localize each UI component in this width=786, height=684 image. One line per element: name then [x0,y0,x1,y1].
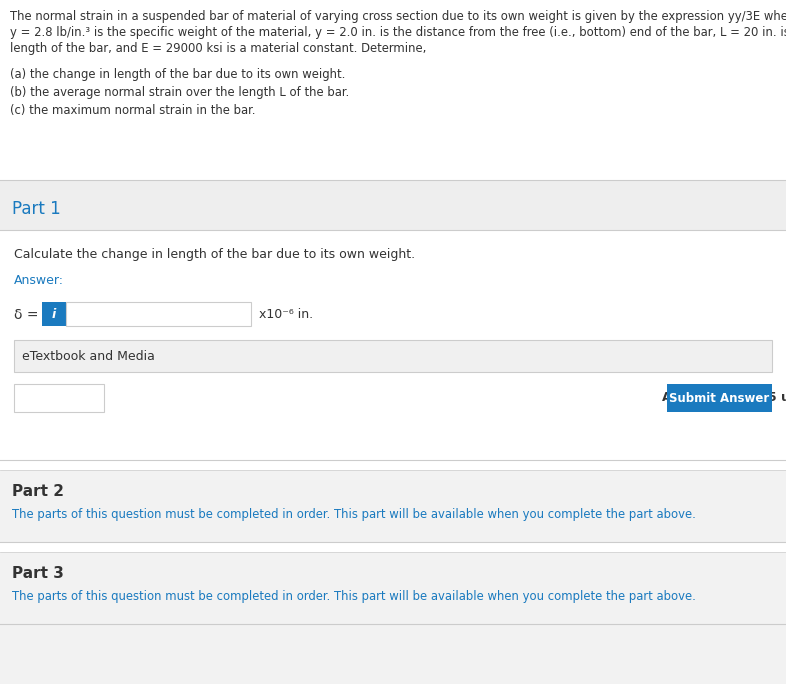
Bar [0,552,786,624]
Text: x10⁻⁶ in.: x10⁻⁶ in. [259,308,313,321]
Text: δ =: δ = [14,308,39,322]
Text: i: i [52,308,56,321]
Text: eTextbook and Media: eTextbook and Media [22,350,155,363]
Text: (b) the average normal strain over the length L of the bar.: (b) the average normal strain over the l… [10,86,349,99]
Text: Part 2: Part 2 [12,484,64,499]
Text: Part 3: Part 3 [12,566,64,581]
Bar [667,384,772,412]
Bar [42,302,66,326]
Text: Save for Later: Save for Later [20,393,98,403]
Text: The normal strain in a suspended bar of material of varying cross section due to: The normal strain in a suspended bar of … [10,10,786,23]
Bar [0,624,786,684]
Text: (c) the maximum normal strain in the bar.: (c) the maximum normal strain in the bar… [10,104,255,117]
Bar [0,470,786,542]
Bar [0,542,786,552]
Bar [0,180,786,188]
Text: y = 2.8 lb/in.³ is the specific weight of the material, y = 2.0 in. is the dista: y = 2.8 lb/in.³ is the specific weight o… [10,26,786,39]
Text: Submit Answer: Submit Answer [670,391,769,404]
Text: The parts of this question must be completed in order. This part will be availab: The parts of this question must be compl… [12,590,696,603]
Bar [0,230,786,460]
Bar [14,340,772,372]
Text: Answer:: Answer: [14,274,64,287]
Bar [0,0,786,180]
Bar [0,188,786,230]
Bar [14,384,104,412]
Text: (a) the change in length of the bar due to its own weight.: (a) the change in length of the bar due … [10,68,345,81]
Text: Part 1: Part 1 [12,200,61,218]
Bar [66,302,251,326]
Text: Calculate the change in length of the bar due to its own weight.: Calculate the change in length of the ba… [14,248,415,261]
Text: The parts of this question must be completed in order. This part will be availab: The parts of this question must be compl… [12,508,696,521]
Text: length of the bar, and E = 29000 ksi is a material constant. Determine,: length of the bar, and E = 29000 ksi is … [10,42,426,55]
Bar [0,460,786,470]
Text: Attempts: 0 of 5 used: Attempts: 0 of 5 used [662,391,786,404]
